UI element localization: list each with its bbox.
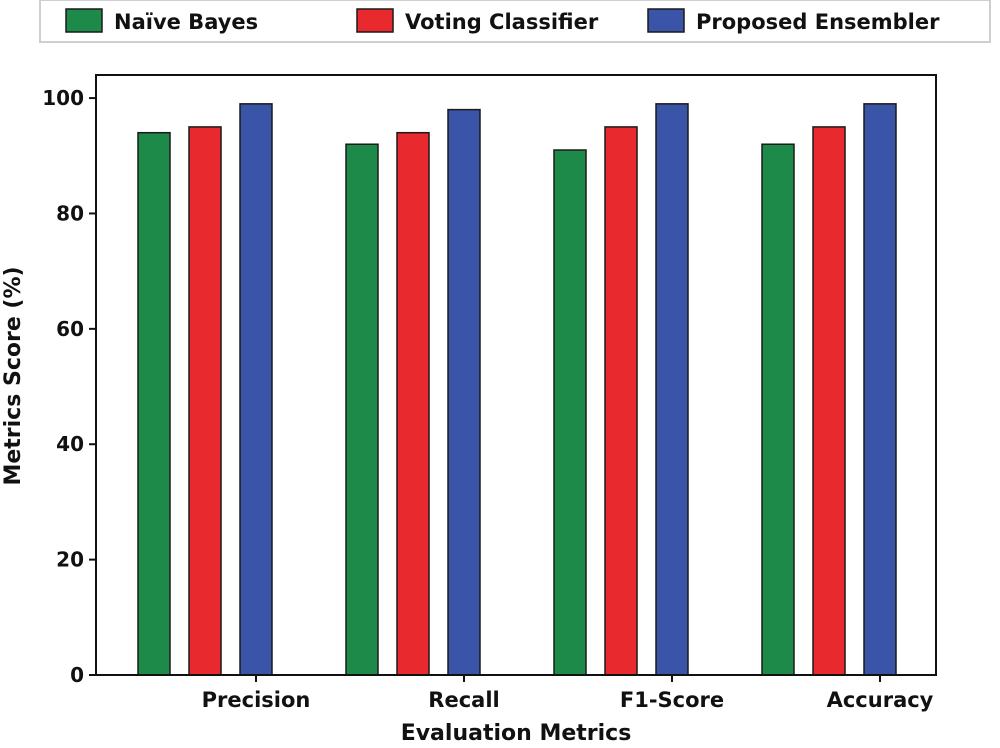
y-tick-label: 60 [56,317,84,341]
bar-f1-score-2 [604,126,638,676]
y-tick-label: 100 [42,86,84,110]
bars-group [137,103,897,676]
bar-accuracy-1 [761,143,795,676]
legend-swatch [647,8,685,33]
bar-recall-1 [345,143,379,676]
bar-recall-2 [396,131,430,676]
plot-frame [95,74,937,676]
axes-group: 0 20 40 60 80 100 Precision Recall F1-Score Accur… [42,74,937,712]
legend-swatch [65,8,103,33]
legend-label: Proposed Ensembler [696,10,940,34]
y-tick-label: 0 [70,663,84,687]
y-tick-label: 20 [56,548,84,572]
legend-label: Naïve Bayes [114,10,258,34]
x-tick-label: Precision [202,688,311,712]
legend-frame [39,0,991,43]
x-tick-label: F1-Score [620,688,724,712]
legend-swatch [356,8,394,33]
x-axis-label: Evaluation Metrics [401,721,632,744]
y-axis-label: Metrics Score (%) [1,266,26,485]
y-tick-label: 80 [56,201,84,225]
bar-accuracy-3 [863,103,897,676]
bar-recall-3 [447,108,481,676]
bar-precision-1 [137,131,171,676]
legend-label: Voting Classifier [405,10,599,34]
legend: Naïve Bayes Voting Classifier Proposed Ens… [39,0,991,43]
x-tick-label: Accuracy [827,688,934,712]
bar-precision-2 [188,126,222,676]
bar-precision-3 [239,103,273,676]
bar-f1-score-3 [655,103,689,676]
y-tick-label: 40 [56,432,84,456]
bar-accuracy-2 [812,126,846,676]
bar-f1-score-1 [553,149,587,676]
x-tick-label: Recall [428,688,499,712]
